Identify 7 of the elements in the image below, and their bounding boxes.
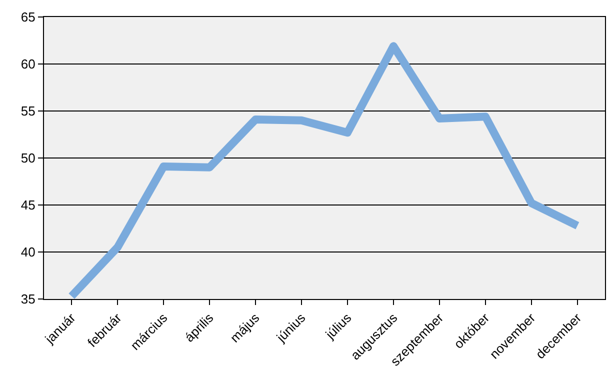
- y-tick-label: 35: [20, 292, 36, 307]
- y-tick-label: 60: [20, 56, 36, 72]
- y-tick-label: 50: [20, 150, 36, 166]
- y-tick-label: 40: [20, 244, 36, 260]
- y-tick-label: 65: [20, 10, 36, 25]
- y-tick-label: 55: [20, 104, 36, 119]
- y-tick-label: 45: [20, 198, 36, 213]
